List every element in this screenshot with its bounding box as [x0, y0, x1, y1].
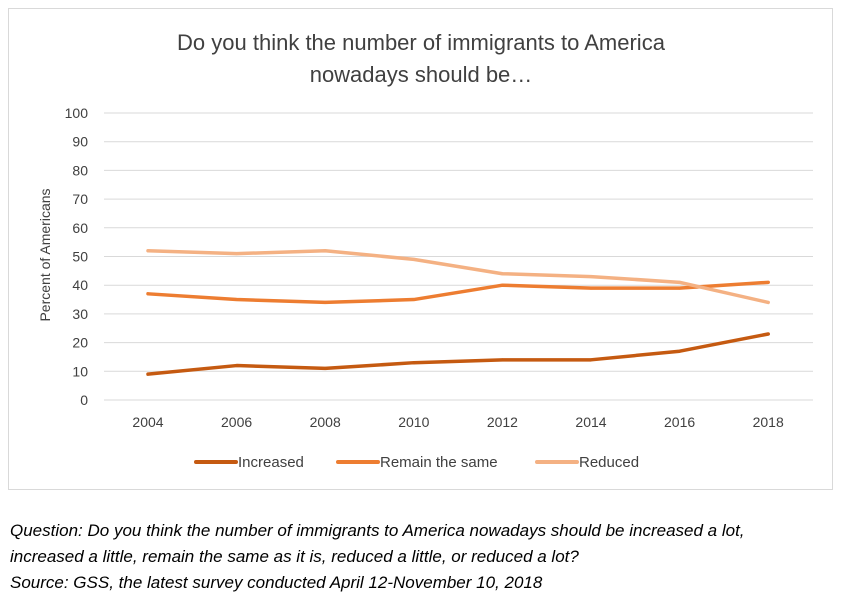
x-tick-label: 2016: [664, 414, 695, 430]
data-point: [323, 300, 327, 304]
data-point: [235, 298, 239, 302]
legend-label: Reduced: [579, 454, 639, 471]
data-point: [235, 364, 239, 368]
y-tick-label: 50: [72, 249, 88, 265]
data-point: [766, 280, 770, 284]
data-point: [412, 257, 416, 261]
y-tick-label: 40: [72, 277, 88, 293]
x-tick-label: 2004: [132, 414, 163, 430]
x-tick-label: 2008: [310, 414, 341, 430]
data-point: [589, 286, 593, 290]
gridlines: [104, 112, 813, 401]
series-line-reduced: [146, 249, 770, 305]
line-chart: Do you think the number of immigrants to…: [37, 30, 813, 471]
data-point: [678, 280, 682, 284]
x-tick-label: 2018: [753, 414, 784, 430]
x-tick-label: 2006: [221, 414, 252, 430]
series-lines: [146, 249, 770, 376]
data-point: [146, 292, 150, 296]
chart-title-line-2: nowadays should be…: [310, 62, 533, 87]
y-tick-label: 20: [72, 335, 88, 351]
data-point: [500, 272, 504, 276]
data-point: [589, 275, 593, 279]
data-point: [323, 366, 327, 370]
data-point: [678, 286, 682, 290]
y-tick-label: 60: [72, 220, 88, 236]
data-point: [678, 349, 682, 353]
data-point: [146, 249, 150, 253]
x-tick-label: 2012: [487, 414, 518, 430]
series-line-remain-the-same: [146, 280, 770, 305]
x-tick-label: 2010: [398, 414, 429, 430]
y-axis-label: Percent of Americans: [37, 188, 53, 321]
data-point: [323, 249, 327, 253]
x-axis-ticks: 2004 2006 2008 2010 2012 2014 2016 2018: [132, 414, 784, 430]
data-point: [500, 283, 504, 287]
y-tick-label: 10: [72, 363, 88, 379]
x-tick-label: 2014: [575, 414, 606, 430]
data-point: [589, 358, 593, 362]
data-point: [500, 358, 504, 362]
series-line-increased: [146, 332, 770, 376]
y-tick-label: 30: [72, 306, 88, 322]
y-tick-label: 80: [72, 162, 88, 178]
data-point: [235, 252, 239, 256]
y-tick-label: 100: [65, 105, 89, 121]
y-tick-label: 0: [80, 392, 88, 408]
data-point: [412, 298, 416, 302]
y-axis-ticks: 0 10 20 30 40 50 60 70 80 90 100: [65, 105, 89, 408]
data-point: [766, 332, 770, 336]
data-point: [146, 372, 150, 376]
question-line-1: Question: Do you think the number of imm…: [10, 521, 745, 540]
chart-notes: Question: Do you think the number of imm…: [10, 518, 845, 596]
legend-label: Remain the same: [380, 454, 498, 471]
legend: Increased Remain the same Reduced: [194, 454, 639, 471]
chart-title-line-1: Do you think the number of immigrants to…: [177, 30, 666, 55]
data-point: [412, 361, 416, 365]
question-line-2: increased a little, remain the same as i…: [10, 547, 579, 566]
chart-frame: [8, 8, 833, 490]
legend-label: Increased: [238, 454, 304, 471]
y-tick-label: 70: [72, 191, 88, 207]
data-point: [766, 300, 770, 304]
source-line: Source: GSS, the latest survey conducted…: [10, 573, 543, 592]
y-tick-label: 90: [72, 134, 88, 150]
